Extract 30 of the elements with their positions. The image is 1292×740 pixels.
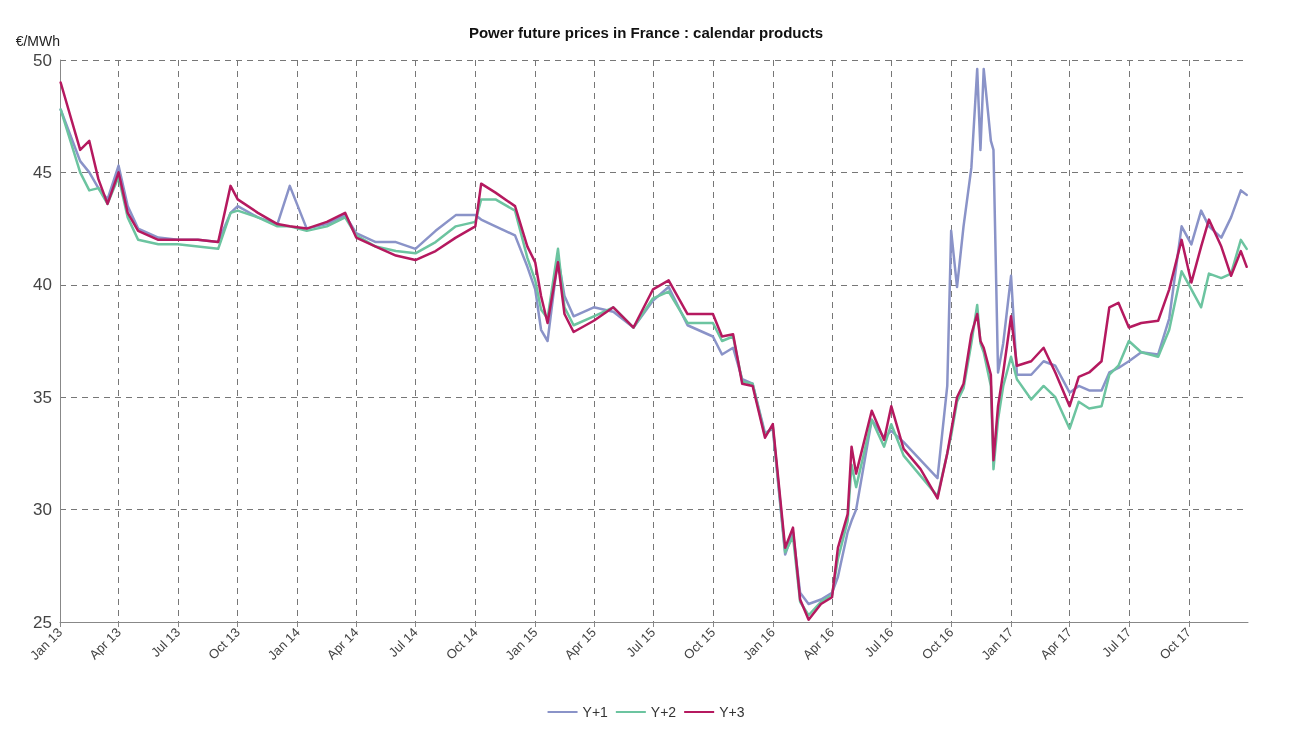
legend-label: Y+1: [582, 704, 609, 720]
x-tick-label: Jan 16: [739, 624, 779, 663]
x-tick-label: Jul 17: [1099, 624, 1135, 660]
x-tick-label: Jul 14: [385, 624, 421, 660]
x-tick-label: Apr 14: [323, 624, 362, 663]
x-tick-label: Apr 13: [86, 624, 124, 663]
y-tick-label: 50: [33, 50, 52, 70]
chart-title: Power future prices in France : calendar products: [468, 24, 824, 41]
x-tick-label: Oct 17: [1156, 624, 1195, 663]
y-axis-title: €/MWh: [15, 33, 60, 49]
x-tick-label: Apr 17: [1037, 624, 1075, 663]
x-tick-label: Apr 16: [799, 624, 838, 663]
x-tick-label: Oct 14: [442, 624, 481, 663]
x-tick-label: Apr 15: [561, 624, 600, 663]
x-tick-label: Jul 16: [861, 624, 897, 660]
y-tick-label: 45: [33, 162, 52, 182]
y-tick-label: 30: [33, 500, 52, 520]
legend-label: Y+3: [719, 704, 745, 720]
y-tick-label: 35: [33, 387, 52, 407]
x-tick-label: Jan 14: [264, 624, 303, 663]
x-tick-label: Jan 17: [978, 624, 1017, 663]
x-tick-label: Oct 13: [205, 624, 244, 663]
x-tick-label: Oct 15: [680, 624, 719, 663]
y-tick-label: 40: [33, 275, 52, 295]
x-tick-label: Jul 15: [623, 624, 659, 660]
y-tick-label: 25: [33, 612, 52, 632]
legend-label: Y+2: [650, 704, 677, 720]
x-tick-label: Jan 15: [502, 624, 541, 663]
x-tick-label: Oct 16: [918, 624, 957, 663]
x-tick-label: Jul 13: [148, 624, 184, 660]
